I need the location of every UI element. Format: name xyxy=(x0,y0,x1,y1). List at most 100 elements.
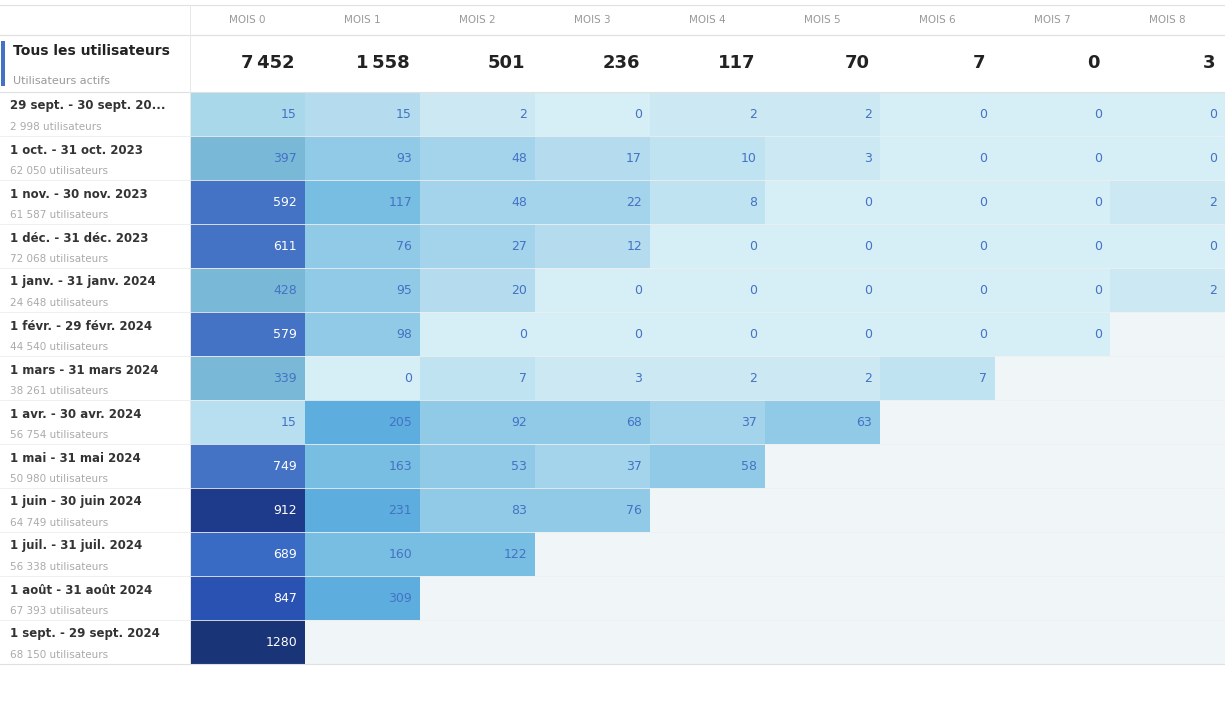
Text: 67 393 utilisateurs: 67 393 utilisateurs xyxy=(10,606,108,616)
Bar xyxy=(995,620,1110,664)
Bar xyxy=(995,268,1110,312)
Bar xyxy=(1110,488,1225,532)
Text: 0: 0 xyxy=(864,327,872,341)
Bar xyxy=(420,224,535,268)
Bar xyxy=(880,180,995,224)
Bar xyxy=(420,532,535,576)
Bar xyxy=(995,356,1110,400)
Bar xyxy=(995,224,1110,268)
Bar xyxy=(0,312,1225,356)
Bar xyxy=(305,312,420,356)
Text: 1 sept. - 29 sept. 2024: 1 sept. - 29 sept. 2024 xyxy=(10,628,160,641)
Text: 1 déc. - 31 déc. 2023: 1 déc. - 31 déc. 2023 xyxy=(10,231,148,245)
Text: 163: 163 xyxy=(388,460,412,472)
Text: 205: 205 xyxy=(388,416,412,428)
Text: 15: 15 xyxy=(281,107,296,120)
Text: 48: 48 xyxy=(511,196,527,209)
Text: 847: 847 xyxy=(273,592,296,604)
Text: MOIS 6: MOIS 6 xyxy=(919,15,956,25)
Bar xyxy=(650,620,764,664)
Text: 428: 428 xyxy=(273,284,296,296)
Text: 76: 76 xyxy=(626,503,642,517)
Text: 749: 749 xyxy=(273,460,296,472)
Bar xyxy=(305,268,420,312)
Text: 17: 17 xyxy=(626,151,642,165)
Text: 0: 0 xyxy=(979,284,987,296)
Text: 0: 0 xyxy=(748,240,757,252)
Text: 38 261 utilisateurs: 38 261 utilisateurs xyxy=(10,386,108,396)
Bar xyxy=(0,92,1225,136)
Bar xyxy=(0,488,1225,532)
Bar xyxy=(880,532,995,576)
Text: 0: 0 xyxy=(979,107,987,120)
Text: 2: 2 xyxy=(750,371,757,385)
Bar xyxy=(880,444,995,488)
Bar xyxy=(1110,312,1225,356)
Bar xyxy=(0,35,1225,92)
Bar xyxy=(535,312,650,356)
Bar xyxy=(880,312,995,356)
Bar xyxy=(305,576,420,620)
Bar xyxy=(0,532,1225,576)
Bar xyxy=(420,180,535,224)
Text: 0: 0 xyxy=(748,327,757,341)
Bar xyxy=(535,224,650,268)
Text: 1280: 1280 xyxy=(266,636,296,648)
Bar xyxy=(535,576,650,620)
Text: 2 998 utilisateurs: 2 998 utilisateurs xyxy=(10,122,102,132)
Text: Utilisateurs actifs: Utilisateurs actifs xyxy=(13,76,110,86)
Bar xyxy=(650,444,764,488)
Bar xyxy=(1110,224,1225,268)
Text: MOIS 1: MOIS 1 xyxy=(344,15,381,25)
Bar xyxy=(1,41,5,86)
Bar xyxy=(190,356,305,400)
Bar xyxy=(305,620,420,664)
Text: MOIS 5: MOIS 5 xyxy=(804,15,840,25)
Text: 27: 27 xyxy=(511,240,527,252)
Text: 0: 0 xyxy=(864,240,872,252)
Text: 0: 0 xyxy=(1209,240,1216,252)
Text: 2: 2 xyxy=(750,107,757,120)
Text: 0: 0 xyxy=(979,240,987,252)
Bar xyxy=(764,532,880,576)
Bar xyxy=(650,92,764,136)
Text: 22: 22 xyxy=(626,196,642,209)
Bar xyxy=(995,312,1110,356)
Text: 61 587 utilisateurs: 61 587 utilisateurs xyxy=(10,210,108,220)
Text: 339: 339 xyxy=(273,371,296,385)
Text: 10: 10 xyxy=(741,151,757,165)
Text: 92: 92 xyxy=(511,416,527,428)
Text: 501: 501 xyxy=(488,54,526,73)
Text: 95: 95 xyxy=(396,284,412,296)
Bar xyxy=(535,136,650,180)
Bar xyxy=(420,92,535,136)
Bar xyxy=(650,488,764,532)
Text: 231: 231 xyxy=(388,503,412,517)
Bar xyxy=(420,488,535,532)
Text: 68 150 utilisateurs: 68 150 utilisateurs xyxy=(10,650,108,660)
Bar xyxy=(535,268,650,312)
Text: 0: 0 xyxy=(1209,151,1216,165)
Bar xyxy=(764,620,880,664)
Bar xyxy=(0,356,1225,400)
Bar xyxy=(880,136,995,180)
Text: 0: 0 xyxy=(864,196,872,209)
Bar xyxy=(0,400,1225,444)
Bar xyxy=(535,180,650,224)
Text: 2: 2 xyxy=(519,107,527,120)
Text: 83: 83 xyxy=(511,503,527,517)
Text: 0: 0 xyxy=(864,284,872,296)
Bar xyxy=(535,356,650,400)
Bar xyxy=(995,576,1110,620)
Bar xyxy=(1110,444,1225,488)
Text: 1 nov. - 30 nov. 2023: 1 nov. - 30 nov. 2023 xyxy=(10,187,148,201)
Text: 20: 20 xyxy=(511,284,527,296)
Bar xyxy=(880,488,995,532)
Bar xyxy=(420,356,535,400)
Text: 2: 2 xyxy=(864,107,872,120)
Text: 1 558: 1 558 xyxy=(356,54,410,73)
Bar xyxy=(995,532,1110,576)
Text: 58: 58 xyxy=(741,460,757,472)
Bar xyxy=(0,620,1225,664)
Bar xyxy=(305,356,420,400)
